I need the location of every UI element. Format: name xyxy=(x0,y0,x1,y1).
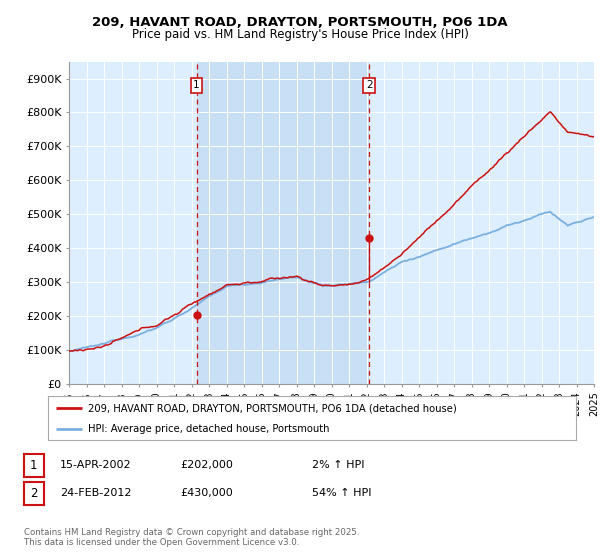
Text: £202,000: £202,000 xyxy=(180,460,233,470)
Text: 2: 2 xyxy=(30,487,38,500)
Text: £430,000: £430,000 xyxy=(180,488,233,498)
Text: 209, HAVANT ROAD, DRAYTON, PORTSMOUTH, PO6 1DA (detached house): 209, HAVANT ROAD, DRAYTON, PORTSMOUTH, P… xyxy=(88,403,457,413)
Text: 2% ↑ HPI: 2% ↑ HPI xyxy=(312,460,365,470)
Text: Price paid vs. HM Land Registry's House Price Index (HPI): Price paid vs. HM Land Registry's House … xyxy=(131,28,469,41)
Text: 1: 1 xyxy=(30,459,38,472)
Text: 1: 1 xyxy=(193,80,200,90)
Text: 24-FEB-2012: 24-FEB-2012 xyxy=(60,488,131,498)
Text: 2: 2 xyxy=(366,80,373,90)
Text: HPI: Average price, detached house, Portsmouth: HPI: Average price, detached house, Port… xyxy=(88,424,329,433)
Text: Contains HM Land Registry data © Crown copyright and database right 2025.
This d: Contains HM Land Registry data © Crown c… xyxy=(24,528,359,547)
Bar xyxy=(197,62,369,384)
Text: 54% ↑ HPI: 54% ↑ HPI xyxy=(312,488,371,498)
Text: 15-APR-2002: 15-APR-2002 xyxy=(60,460,131,470)
Text: 209, HAVANT ROAD, DRAYTON, PORTSMOUTH, PO6 1DA: 209, HAVANT ROAD, DRAYTON, PORTSMOUTH, P… xyxy=(92,16,508,29)
